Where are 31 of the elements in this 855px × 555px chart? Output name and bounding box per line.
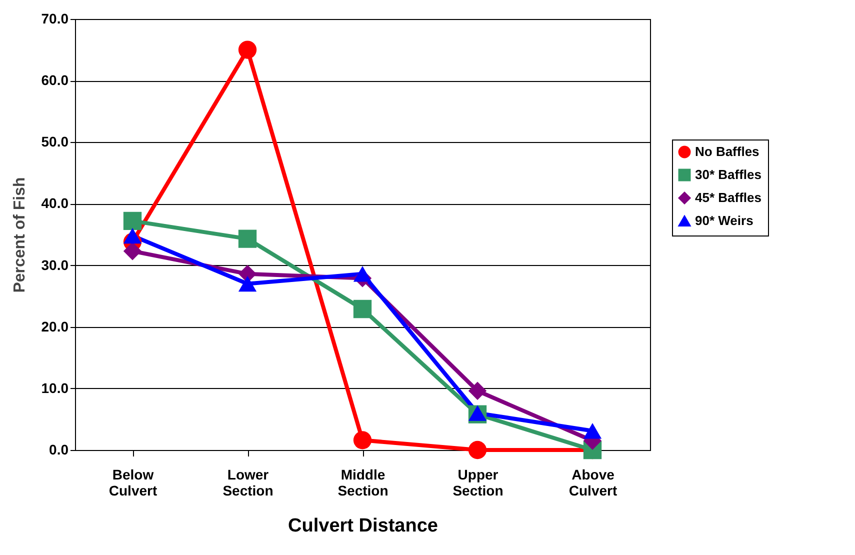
- y-tick-label: 70.0: [41, 10, 69, 26]
- x-tick-label: Lower Section: [222, 466, 274, 498]
- point: [353, 266, 372, 282]
- y-tick-label: 10.0: [41, 380, 69, 396]
- point: [353, 431, 372, 450]
- point: [123, 242, 142, 260]
- point: [468, 382, 487, 400]
- x-tick-label: Above Culvert: [568, 466, 618, 498]
- y-axis-title: Percent of Fish: [11, 177, 28, 293]
- x-axis-title: Culvert Distance: [288, 516, 438, 536]
- point: [238, 276, 257, 292]
- point: [238, 230, 257, 248]
- y-tick-label: 0.0: [49, 442, 69, 458]
- point: [123, 228, 142, 244]
- legend-label: No Baffles: [695, 144, 760, 159]
- point: [583, 423, 602, 439]
- y-tick-label: 40.0: [41, 195, 69, 212]
- legend-label: 30* Baffles: [695, 167, 762, 182]
- point: [238, 40, 257, 59]
- x-tick-label: Below Culvert: [108, 466, 158, 498]
- legend-label: 90* Weirs: [695, 213, 754, 228]
- legend-label: 45* Baffles: [695, 190, 762, 205]
- y-tick-label: 30.0: [41, 256, 69, 273]
- y-tick-label: 50.0: [41, 134, 69, 150]
- x-tick-label: Upper Section: [452, 466, 504, 498]
- point: [353, 300, 372, 318]
- point: [123, 212, 142, 230]
- y-tick-label: 20.0: [41, 318, 69, 334]
- x-tick-label: Middle Section: [338, 466, 388, 498]
- y-tick-label: 60.0: [41, 72, 69, 88]
- point: [468, 440, 487, 460]
